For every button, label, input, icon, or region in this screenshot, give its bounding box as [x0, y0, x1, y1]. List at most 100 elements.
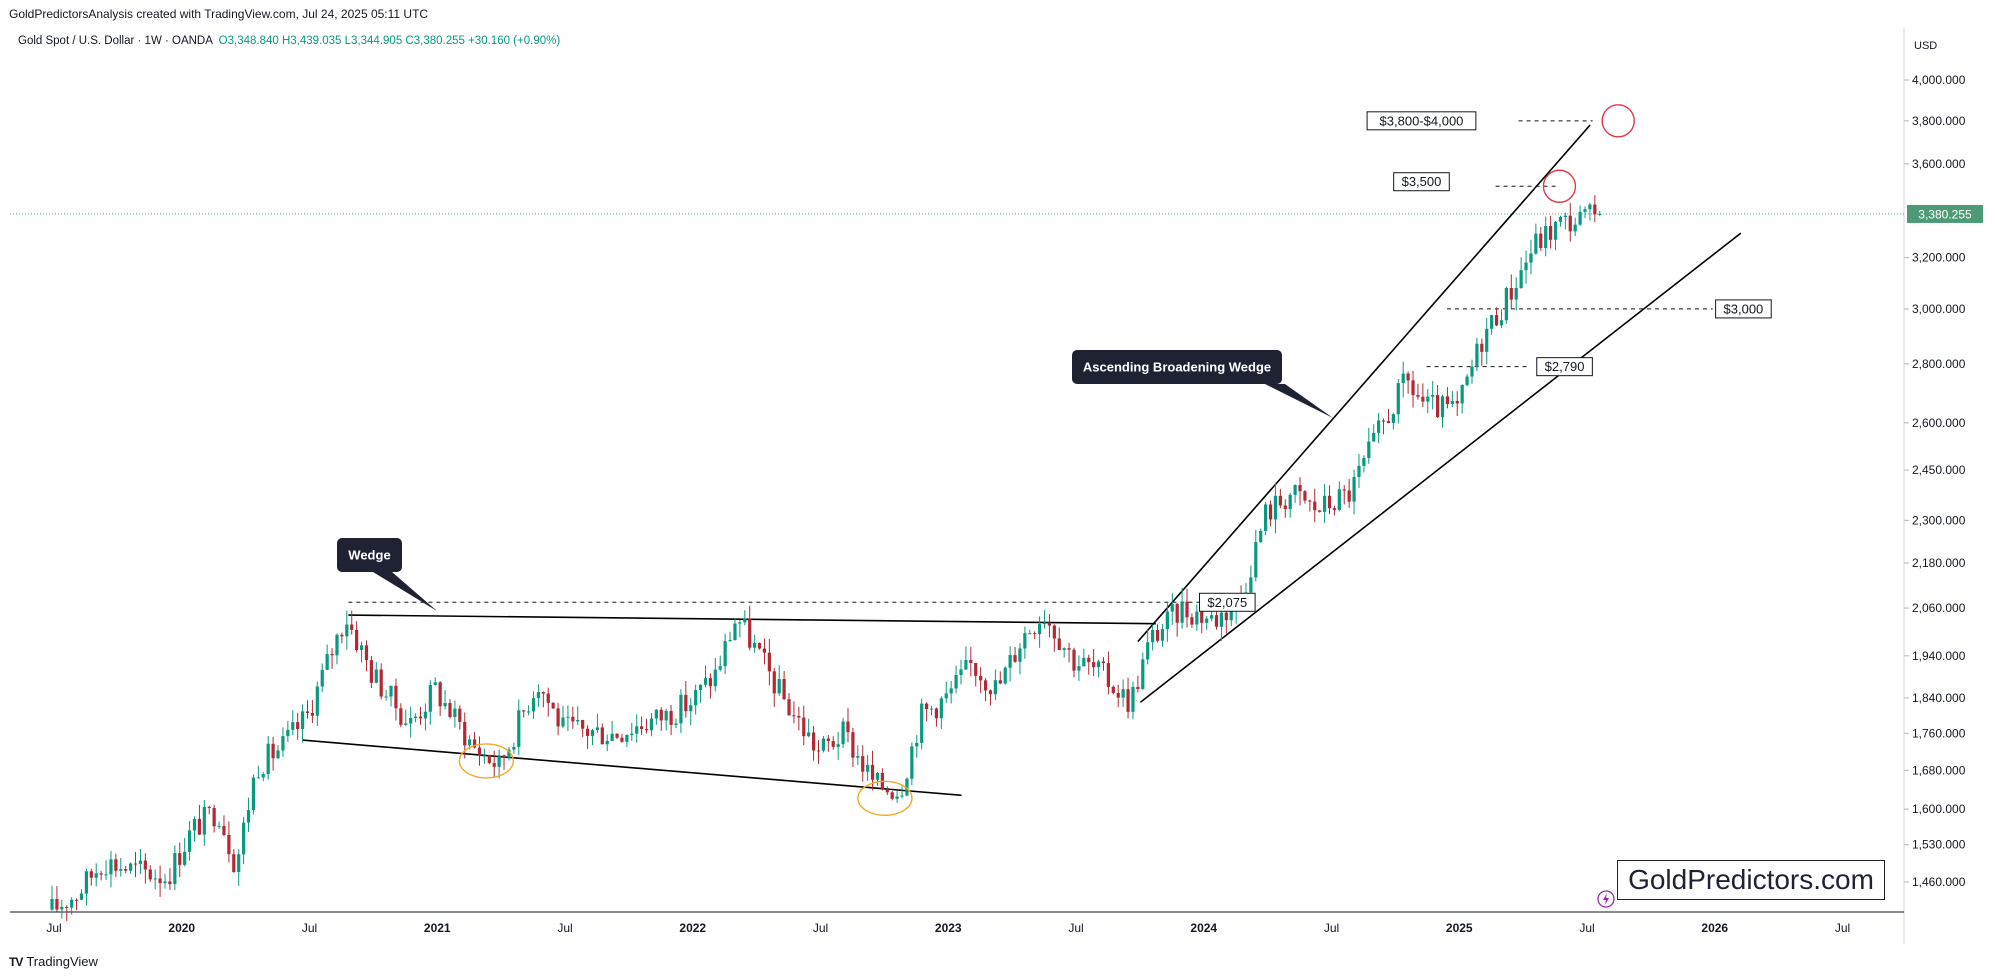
level-label-box — [1199, 592, 1256, 612]
candle-body — [1072, 649, 1076, 671]
trendline-broadening-upper[interactable] — [1137, 124, 1591, 643]
candle-body — [1023, 633, 1027, 649]
candle-body — [1573, 224, 1577, 232]
candle-body — [517, 710, 521, 748]
candle-body — [1598, 213, 1602, 215]
candle-body — [438, 682, 442, 707]
currency-label: USD — [1914, 40, 1937, 52]
candle-body — [1327, 495, 1332, 509]
y-tick-label: 4,000.000 — [1912, 73, 1966, 87]
candle-body — [1465, 376, 1469, 385]
ohlc-change: +30.160 (+0.90%) — [468, 35, 561, 47]
level-label-text: $2,790 — [1545, 359, 1585, 374]
candle-body — [792, 715, 796, 717]
candle-body — [1504, 288, 1508, 321]
candle-body — [861, 756, 865, 772]
tradingview-mark-icon: TV — [9, 954, 23, 969]
replay-lightning-icon[interactable] — [1597, 890, 1615, 908]
y-tick-label: 2,300.000 — [1912, 513, 1966, 527]
candle-body — [148, 869, 152, 880]
candle-body — [590, 730, 595, 736]
candle-body — [875, 772, 880, 780]
level-label-text: $2,075 — [1207, 595, 1247, 610]
candle-body — [939, 698, 943, 719]
candle-body — [866, 764, 870, 772]
candle-body — [119, 869, 123, 871]
candle-body — [1406, 373, 1410, 381]
candle-body — [320, 669, 324, 687]
candle-body — [1259, 530, 1263, 543]
candle-body — [1303, 491, 1307, 501]
candle-body — [482, 755, 486, 757]
candle-body — [998, 680, 1002, 684]
candle-body — [1018, 648, 1022, 662]
trendline-wedge-lower[interactable] — [302, 739, 962, 797]
candle-body — [389, 685, 393, 697]
callout-wedge-box[interactable] — [337, 538, 402, 572]
candle-body — [684, 694, 688, 712]
candle-body — [492, 763, 496, 767]
y-tick-label: 3,600.000 — [1912, 157, 1966, 171]
candle-body — [1509, 288, 1513, 300]
candle-body — [1033, 633, 1037, 635]
candle-body — [585, 728, 590, 736]
trendline-broadening-lower[interactable] — [1139, 232, 1742, 703]
y-tick-label: 1,760.000 — [1912, 726, 1966, 740]
candle-body — [762, 648, 767, 653]
candle-body — [536, 692, 541, 699]
candle-body — [207, 806, 211, 808]
candle-body — [1381, 420, 1386, 422]
x-tick-label: Jul — [1579, 921, 1594, 935]
candle-body — [541, 692, 545, 694]
candle-body — [1539, 233, 1543, 248]
candle-body — [261, 774, 265, 778]
candle-body — [1475, 343, 1479, 367]
candle-body — [1563, 215, 1567, 218]
candle-body — [1170, 603, 1174, 612]
trendline-wedge-upper[interactable] — [348, 614, 1156, 625]
candle-body — [409, 718, 413, 724]
candle-body — [1347, 490, 1351, 502]
candle-body — [50, 898, 54, 910]
candle-body — [1008, 655, 1012, 668]
candle-body — [689, 705, 693, 712]
y-tick-label: 1,840.000 — [1912, 691, 1966, 705]
candle-body — [1494, 315, 1499, 326]
candle-body — [625, 735, 629, 742]
candle-body — [664, 710, 668, 721]
candle-body — [1435, 394, 1440, 418]
candle-body — [1529, 253, 1533, 263]
candle-body — [979, 675, 983, 681]
candle-body — [841, 721, 845, 745]
callout-broadening-wedge-box[interactable] — [1072, 350, 1282, 384]
candle-body — [566, 716, 570, 718]
annotation-layer: $2,075 $2,790 $3,000 $3,500 $3,800-$4,000 Wed… — [337, 104, 1772, 816]
lightning-glyph — [1603, 893, 1609, 905]
tradingview-logo[interactable]: TV TradingView — [9, 954, 98, 969]
candle-body — [846, 721, 850, 733]
symbol-name[interactable]: Gold Spot / U.S. Dollar · 1W · OANDA — [18, 35, 213, 47]
candle-body — [281, 736, 285, 751]
level-label-box — [1536, 357, 1593, 377]
candle-body — [1278, 495, 1282, 506]
x-tick-label: 2025 — [1446, 921, 1473, 935]
candle-body — [443, 703, 447, 707]
axis-layer: 4,000.000 3,800.000 3,600.000 3,200.000 3,00… — [46, 73, 1983, 935]
candle-body — [212, 807, 216, 827]
level-label-text: $3,500 — [1402, 174, 1442, 189]
candle-body — [74, 899, 79, 901]
y-tick-label: 1,460.000 — [1912, 875, 1966, 889]
candle-body — [605, 740, 609, 745]
candle-body — [1042, 622, 1047, 625]
candle-body — [70, 899, 74, 908]
candle-body — [256, 777, 260, 779]
candle-body — [104, 874, 108, 876]
candle-body — [310, 713, 315, 716]
candle-body — [1431, 394, 1435, 397]
candle-body — [129, 863, 133, 871]
candle-body — [595, 727, 599, 731]
candle-body — [183, 851, 187, 865]
candle-body — [1268, 504, 1273, 520]
candle-body — [1013, 655, 1017, 662]
